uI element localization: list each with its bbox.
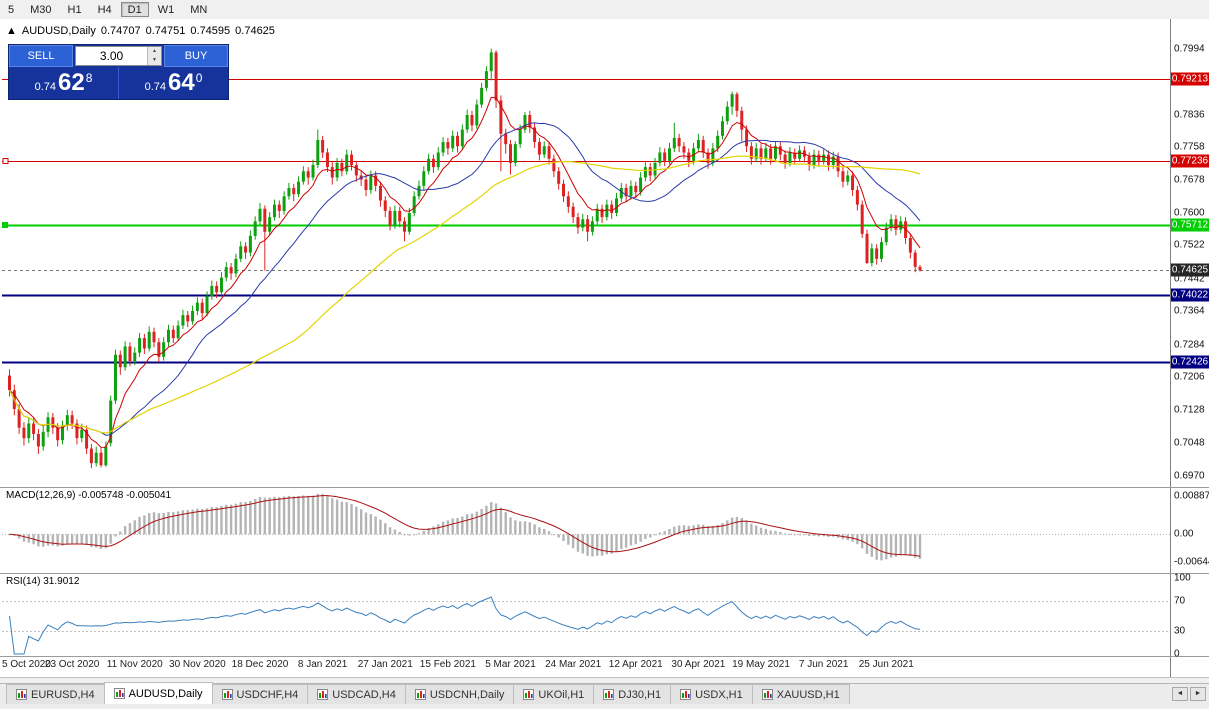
separator-macd-rsi xyxy=(0,573,1209,574)
chart-icon xyxy=(113,688,125,699)
tab-usdcnh-daily[interactable]: USDCNH,Daily xyxy=(404,684,515,704)
tab-usdx-h1[interactable]: USDX,H1 xyxy=(670,684,753,704)
tab-xauusd-h1[interactable]: XAUUSD,H1 xyxy=(751,684,850,704)
chart-icon xyxy=(761,689,773,700)
tab-scroll-left-icon[interactable]: ◄ xyxy=(1172,687,1188,701)
bottom-strip xyxy=(0,704,1209,709)
tab-ukoil-h1[interactable]: UKOil,H1 xyxy=(513,684,595,704)
buy-price-big: 64 xyxy=(168,69,195,96)
chart-tab-bar: EURUSD,H4 AUDUSD,Daily USDCHF,H4 USDCAD,H4 U… xyxy=(0,682,1209,704)
one-click-trading-panel: SELL ▲ ▼ BUY 0.74 62 8 0.74 64 0 xyxy=(8,44,229,100)
chart-icon xyxy=(221,689,233,700)
chart-icon xyxy=(16,689,27,700)
volume-spin-up-icon[interactable]: ▲ xyxy=(148,47,161,56)
timeframe-button-m30[interactable]: M30 xyxy=(23,2,58,17)
tab-dj30-h1[interactable]: DJ30,H1 xyxy=(593,684,672,704)
tab-usdchf-h4[interactable]: USDCHF,H4 xyxy=(211,684,309,704)
tab-scroll-controls: ◄ ► xyxy=(1172,687,1206,701)
tab-label: USDX,H1 xyxy=(695,688,743,701)
separator-main-macd xyxy=(0,487,1209,488)
separator-rsi-dates xyxy=(0,656,1209,657)
volume-box: ▲ ▼ xyxy=(75,46,162,66)
timeframe-button-h1[interactable]: H1 xyxy=(61,2,89,17)
tab-label: EURUSD,H4 xyxy=(31,688,95,701)
tab-label: USDCHF,H4 xyxy=(236,688,299,701)
tab-label: USDCAD,H4 xyxy=(332,688,396,701)
separator-chart-bottom xyxy=(0,677,1209,678)
timeframe-toolbar: 5 M30 H1 H4 D1 W1 MN xyxy=(0,0,1209,20)
sell-price-display[interactable]: 0.74 62 8 xyxy=(9,67,118,99)
tab-label: AUDUSD,Daily xyxy=(128,687,203,700)
tab-label: XAUUSD,H1 xyxy=(776,688,840,701)
timeframe-button-h4[interactable]: H4 xyxy=(91,2,119,17)
tab-label: UKOil,H1 xyxy=(538,688,585,701)
volume-input[interactable] xyxy=(76,47,147,65)
tab-eurusd-h4[interactable]: EURUSD,H4 xyxy=(6,684,105,704)
buy-price-display[interactable]: 0.74 64 0 xyxy=(118,67,228,99)
tab-scroll-right-icon[interactable]: ► xyxy=(1190,687,1206,701)
tab-label: DJ30,H1 xyxy=(618,688,662,701)
buy-price-prefix: 0.74 xyxy=(144,80,167,93)
tab-usdcad-h4[interactable]: USDCAD,H4 xyxy=(307,684,406,704)
sell-button[interactable]: SELL xyxy=(9,45,73,67)
sell-price-prefix: 0.74 xyxy=(34,80,57,93)
sell-price-pip: 8 xyxy=(85,70,93,85)
sell-price-big: 62 xyxy=(58,69,85,96)
volume-spinner: ▲ ▼ xyxy=(147,47,161,65)
timeframe-button-d1[interactable]: D1 xyxy=(120,2,149,17)
buy-price-pip: 0 xyxy=(195,70,203,85)
timeframe-button-w1[interactable]: W1 xyxy=(151,2,182,17)
price-axis[interactable] xyxy=(1170,19,1209,677)
timeframe-button-5[interactable]: 5 xyxy=(1,2,21,17)
tab-label: USDCNH,Daily xyxy=(429,688,505,701)
chart-icon xyxy=(317,689,329,700)
buy-button[interactable]: BUY xyxy=(164,45,228,67)
tab-audusd-daily[interactable]: AUDUSD,Daily xyxy=(103,682,213,704)
timeframe-button-mn[interactable]: MN xyxy=(183,2,214,17)
chart-icon xyxy=(603,689,615,700)
chart-icon xyxy=(680,689,692,700)
chart-icon xyxy=(523,689,535,700)
volume-spin-down-icon[interactable]: ▼ xyxy=(148,56,161,65)
chart-icon xyxy=(414,689,426,700)
